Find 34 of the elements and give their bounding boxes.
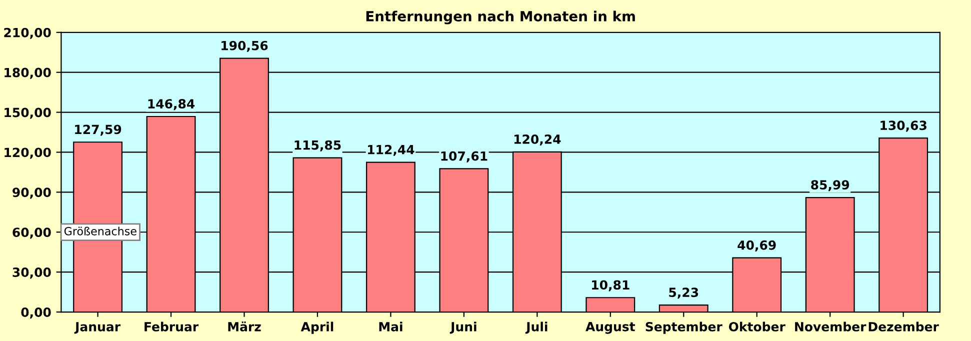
y-tick-label: 210,00 <box>4 28 51 39</box>
data-label: 85,99 <box>811 180 850 192</box>
x-tick-label: Dezember <box>868 322 939 332</box>
x-tick-label: August <box>586 322 636 334</box>
x-tick-label: Januar <box>74 322 120 334</box>
data-label: 130,63 <box>880 120 926 132</box>
data-label: 120,24 <box>514 134 561 146</box>
y-tick-label: 90,00 <box>12 188 51 199</box>
y-tick-label: 60,00 <box>12 228 51 239</box>
x-tick-label: November <box>795 322 866 332</box>
x-tick-label: Mai <box>379 322 402 332</box>
x-tick-label: Februar <box>144 322 199 332</box>
x-tick-label: Oktober <box>728 322 786 332</box>
y-tick-label: 180,00 <box>4 68 51 79</box>
data-label: 112,44 <box>368 144 414 156</box>
x-tick-label: Juli <box>525 322 548 334</box>
y-tick-label: 30,00 <box>12 268 51 279</box>
y-tick-label: 0,00 <box>21 307 51 319</box>
x-tick-label: Juni <box>450 322 476 334</box>
annotation: Größenachse <box>64 226 136 236</box>
x-tick-label: März <box>228 322 261 332</box>
data-label: 115,85 <box>294 140 341 152</box>
y-tick-label: 120,00 <box>4 148 51 159</box>
data-label: 146,84 <box>148 99 195 110</box>
data-label: 127,59 <box>75 124 122 136</box>
x-tick-label: September <box>646 322 722 334</box>
data-label: 40,69 <box>738 240 776 252</box>
data-label: 190,56 <box>222 40 268 52</box>
data-label: 107,61 <box>441 151 488 162</box>
y-tick-label: 150,00 <box>4 108 51 119</box>
data-label: 10,81 <box>592 280 630 292</box>
x-tick-label: April <box>300 322 334 334</box>
data-label: 5,23 <box>669 288 698 299</box>
chart-title: Entfernungen nach Monaten in km <box>366 10 635 24</box>
